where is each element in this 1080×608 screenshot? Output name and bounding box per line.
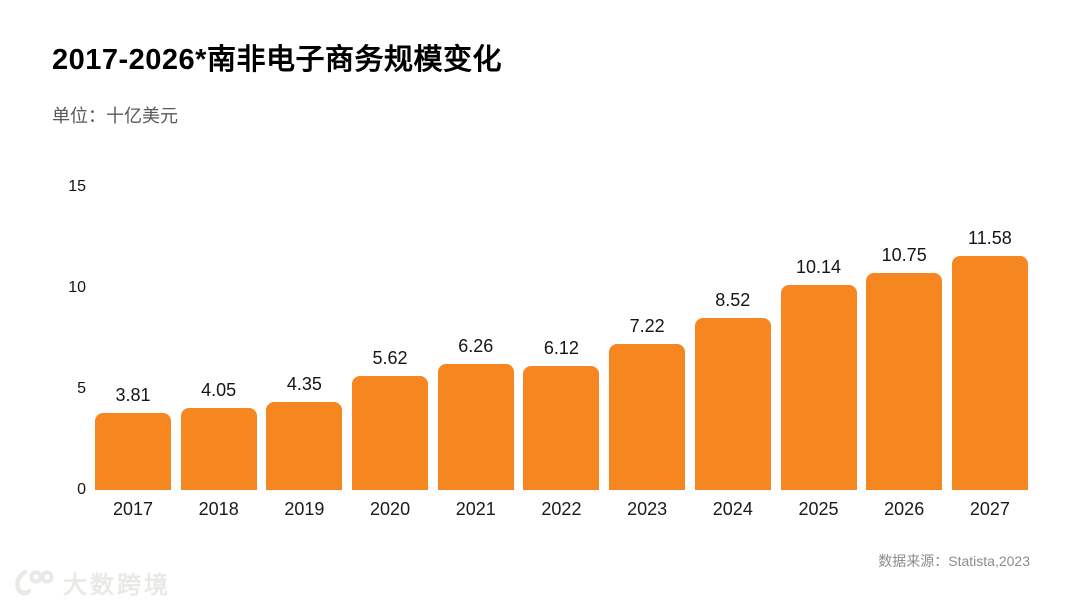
bar-column: 8.52 — [694, 289, 771, 490]
bar-value-label: 4.05 — [201, 380, 237, 401]
bar-column: 3.81 — [95, 385, 171, 490]
x-tick-label: 2018 — [198, 499, 239, 519]
bar — [951, 256, 1028, 490]
x-tick-label: 2017 — [112, 499, 154, 519]
bar — [95, 413, 171, 490]
page-title: 2017-2026*南非电子商务规模变化 — [52, 44, 502, 76]
bar-value-label: 3.81 — [115, 385, 151, 406]
bar-value-label: 5.62 — [372, 348, 408, 369]
x-tick-label: 2024 — [712, 499, 753, 519]
bar-value-label: 6.26 — [458, 335, 494, 356]
unit-label: 单位：十亿美元 — [52, 106, 178, 126]
bar — [352, 376, 429, 490]
x-tick-label: 2022 — [541, 499, 582, 519]
bar — [866, 272, 943, 490]
bar-column: 6.26 — [437, 335, 514, 490]
x-tick-label: 2025 — [798, 499, 839, 519]
logo-icon — [15, 569, 54, 595]
y-tick-label: 15 — [68, 178, 86, 195]
bar — [266, 402, 343, 490]
bar-column: 10.75 — [866, 244, 943, 490]
x-tick-label: 2023 — [627, 499, 668, 519]
bar-column: 11.58 — [951, 228, 1028, 490]
bar-value-label: 10.14 — [795, 257, 842, 278]
bar — [523, 366, 600, 490]
bar — [609, 344, 686, 490]
bar-value-label: 10.75 — [881, 244, 927, 265]
x-axis: 2017 2018 2019 2020 2021 2022 2023 2024 2025 2026… — [95, 499, 1028, 520]
bar-value-label: 8.52 — [715, 289, 751, 310]
plot-area: 3.81 4.05 4.35 5.62 6.26 6.12 7.22 8.52 10.14 10.… — [95, 187, 1028, 490]
bar-value-label: 7.22 — [629, 316, 665, 337]
bar-value-label: 11.58 — [968, 228, 1012, 249]
bar-column: 6.12 — [523, 338, 600, 490]
y-tick-label: 5 — [77, 380, 86, 397]
bar-value-label: 4.35 — [286, 374, 322, 395]
x-tick-label: 2027 — [969, 499, 1010, 519]
bar-column: 10.14 — [780, 257, 857, 490]
bar — [437, 363, 514, 490]
bar-column: 4.05 — [180, 380, 257, 490]
x-tick-label: 2026 — [884, 499, 925, 519]
x-tick-label: 2021 — [455, 499, 496, 519]
x-tick-label: 2020 — [370, 499, 411, 519]
bar-column: 5.62 — [352, 348, 429, 490]
watermark-logo: 大数跨境 — [12, 565, 171, 600]
bar — [780, 285, 857, 490]
source-label: 数据来源：Statista,2023 — [878, 553, 1030, 569]
bar — [694, 317, 771, 490]
bar — [180, 408, 257, 490]
bar-column: 7.22 — [609, 316, 686, 490]
x-tick-label: 2019 — [284, 499, 325, 519]
y-tick-label: 0 — [77, 481, 86, 498]
bar-value-label: 6.12 — [543, 338, 579, 359]
y-axis: 0 5 10 15 — [40, 178, 86, 498]
logo-text: 大数跨境 — [63, 572, 171, 599]
y-tick-label: 10 — [68, 279, 86, 296]
bar-column: 4.35 — [266, 374, 343, 490]
